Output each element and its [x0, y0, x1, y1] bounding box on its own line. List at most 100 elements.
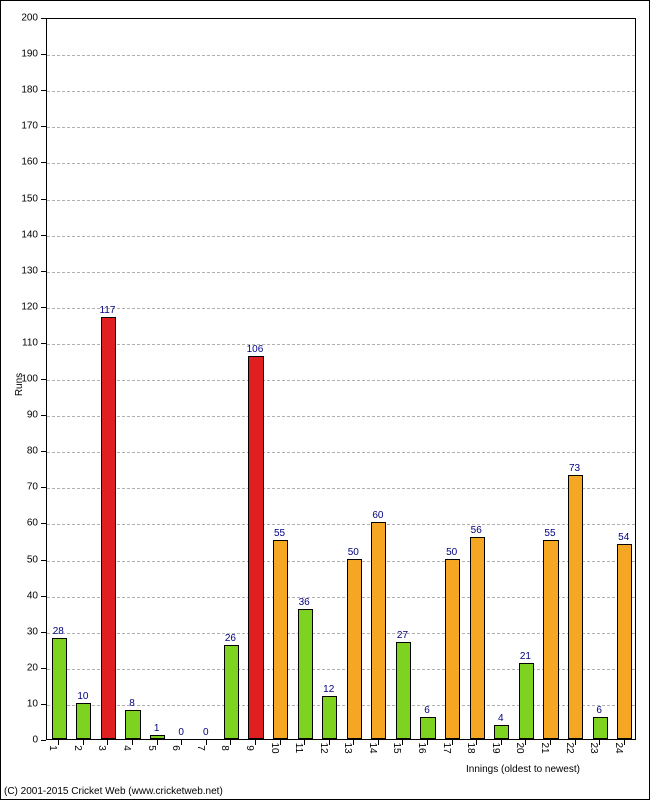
x-axis-title: Innings (oldest to newest) [466, 764, 580, 775]
x-tick-label: 14 [367, 742, 378, 753]
bar [420, 717, 435, 739]
bar [298, 609, 313, 739]
y-tick-mark [41, 54, 46, 55]
copyright-footer: (C) 2001-2015 Cricket Web (www.cricketwe… [4, 786, 223, 797]
y-tick-mark [41, 307, 46, 308]
y-tick-mark [41, 162, 46, 163]
gridline [47, 416, 635, 417]
x-tick-label: 17 [441, 742, 452, 753]
x-tick-label: 11 [293, 743, 304, 753]
bar-value-label: 10 [77, 691, 88, 702]
x-tick-label: 10 [269, 742, 280, 753]
bar-value-label: 28 [53, 626, 64, 637]
x-tick-label: 21 [539, 742, 550, 753]
y-tick-label: 110 [0, 337, 38, 348]
x-tick-label: 9 [244, 745, 255, 751]
x-tick-mark [230, 740, 231, 745]
bar [371, 522, 386, 739]
y-tick-label: 10 [0, 698, 38, 709]
bar [470, 537, 485, 739]
gridline [47, 91, 635, 92]
x-tick-mark [378, 740, 379, 745]
y-tick-label: 20 [0, 662, 38, 673]
y-tick-label: 60 [0, 518, 38, 529]
x-tick-mark [353, 740, 354, 745]
y-tick-label: 150 [0, 193, 38, 204]
y-tick-label: 170 [0, 121, 38, 132]
bar [125, 710, 140, 739]
x-tick-label: 18 [465, 742, 476, 753]
y-tick-label: 130 [0, 265, 38, 276]
gridline [47, 488, 635, 489]
bar [445, 559, 460, 740]
gridline [47, 380, 635, 381]
x-tick-mark [525, 740, 526, 745]
gridline [47, 236, 635, 237]
y-tick-label: 180 [0, 85, 38, 96]
bar-value-label: 26 [225, 633, 236, 644]
y-tick-mark [41, 126, 46, 127]
bar [322, 696, 337, 739]
bar-value-label: 54 [618, 532, 629, 543]
x-tick-mark [304, 740, 305, 745]
bar-value-label: 12 [323, 684, 334, 695]
bar-value-label: 0 [178, 727, 184, 738]
y-tick-label: 100 [0, 374, 38, 385]
y-tick-mark [41, 271, 46, 272]
y-tick-mark [41, 523, 46, 524]
x-tick-label: 12 [318, 742, 329, 753]
bar-value-label: 0 [203, 727, 209, 738]
bar [347, 559, 362, 740]
x-tick-label: 19 [490, 742, 501, 753]
x-tick-label: 4 [121, 745, 132, 751]
x-tick-label: 1 [47, 745, 58, 751]
y-tick-label: 80 [0, 446, 38, 457]
bar-value-label: 60 [372, 510, 383, 521]
x-tick-mark [476, 740, 477, 745]
x-tick-mark [83, 740, 84, 745]
y-tick-label: 160 [0, 157, 38, 168]
y-tick-label: 200 [0, 13, 38, 24]
bar [52, 638, 67, 739]
gridline [47, 452, 635, 453]
bar [248, 356, 263, 739]
x-tick-label: 8 [219, 745, 230, 751]
bar [494, 725, 509, 739]
bar-value-label: 36 [299, 597, 310, 608]
x-tick-mark [550, 740, 551, 745]
bar [101, 317, 116, 739]
y-tick-label: 50 [0, 554, 38, 565]
x-tick-mark [427, 740, 428, 745]
bar [543, 540, 558, 739]
bar-value-label: 21 [520, 651, 531, 662]
y-tick-label: 70 [0, 482, 38, 493]
bar-value-label: 55 [274, 528, 285, 539]
x-tick-mark [58, 740, 59, 745]
bar [617, 544, 632, 739]
y-tick-mark [41, 451, 46, 452]
x-tick-label: 16 [416, 742, 427, 753]
y-tick-mark [41, 415, 46, 416]
x-tick-label: 3 [96, 745, 107, 751]
gridline [47, 272, 635, 273]
y-tick-label: 140 [0, 229, 38, 240]
bar [568, 475, 583, 739]
y-tick-mark [41, 379, 46, 380]
bar-value-label: 55 [544, 528, 555, 539]
x-tick-mark [599, 740, 600, 745]
x-tick-label: 20 [514, 742, 525, 753]
y-tick-mark [41, 343, 46, 344]
gridline [47, 163, 635, 164]
x-tick-label: 15 [391, 742, 402, 753]
bar [396, 642, 411, 739]
bar-value-label: 50 [446, 547, 457, 558]
x-tick-label: 2 [72, 745, 83, 751]
bar-value-label: 1 [154, 723, 160, 734]
gridline [47, 524, 635, 525]
bar-value-label: 4 [498, 713, 504, 724]
gridline [47, 55, 635, 56]
bar-value-label: 6 [596, 705, 602, 716]
bar [519, 663, 534, 739]
bar-value-label: 117 [99, 305, 115, 316]
bar [150, 735, 165, 739]
